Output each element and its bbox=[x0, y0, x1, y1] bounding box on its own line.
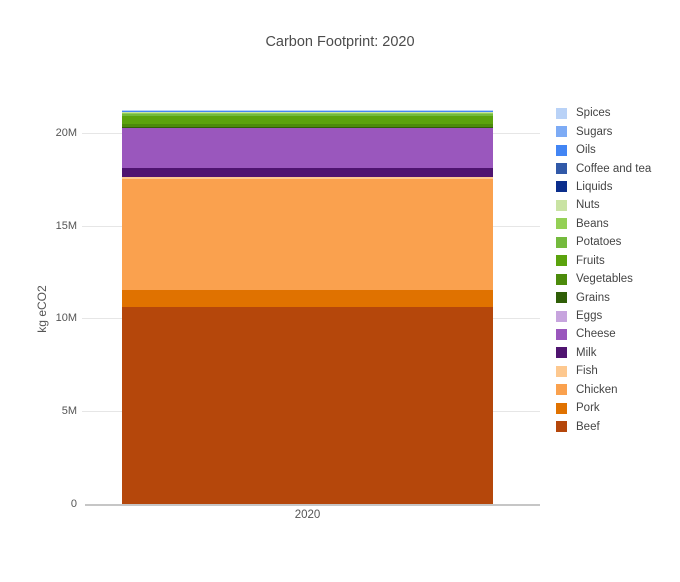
legend-label: Potatoes bbox=[576, 236, 622, 249]
legend-item-cheese[interactable]: Cheese bbox=[556, 325, 651, 343]
legend-item-sugars[interactable]: Sugars bbox=[556, 122, 651, 140]
bar-segment-beef[interactable] bbox=[122, 307, 493, 504]
legend-label: Spices bbox=[576, 107, 611, 120]
legend-item-liquids[interactable]: Liquids bbox=[556, 178, 651, 196]
legend-item-fish[interactable]: Fish bbox=[556, 362, 651, 380]
legend-item-grains[interactable]: Grains bbox=[556, 288, 651, 306]
legend-swatch-icon bbox=[556, 421, 567, 433]
legend-label: Beans bbox=[576, 217, 609, 230]
legend-swatch-icon bbox=[556, 384, 567, 396]
legend-item-coffee-and-tea[interactable]: Coffee and tea bbox=[556, 159, 651, 177]
legend-item-milk[interactable]: Milk bbox=[556, 344, 651, 362]
chart-title: Carbon Footprint: 2020 bbox=[265, 34, 415, 50]
legend-swatch-icon bbox=[556, 107, 567, 119]
legend-label: Vegetables bbox=[576, 273, 633, 286]
legend-label: Chicken bbox=[576, 383, 618, 396]
y-axis-title: kg eCO2 bbox=[35, 285, 49, 333]
legend-item-beef[interactable]: Beef bbox=[556, 417, 651, 435]
legend-swatch-icon bbox=[556, 347, 567, 359]
legend-item-pork[interactable]: Pork bbox=[556, 399, 651, 417]
bar-segment-cheese[interactable] bbox=[122, 127, 493, 169]
x-tick-label: 2020 bbox=[294, 509, 321, 521]
legend-label: Coffee and tea bbox=[576, 162, 652, 175]
bar-segment-milk[interactable] bbox=[122, 168, 493, 177]
bar-segment-potatoes[interactable] bbox=[122, 114, 493, 116]
y-tick-label: 20M bbox=[55, 126, 77, 139]
legend-swatch-icon bbox=[556, 199, 567, 211]
legend-item-fruits[interactable]: Fruits bbox=[556, 252, 651, 270]
legend-swatch-icon bbox=[556, 273, 567, 285]
legend-label: Nuts bbox=[576, 199, 600, 212]
legend-item-beans[interactable]: Beans bbox=[556, 215, 651, 233]
legend-label: Oils bbox=[576, 144, 596, 157]
legend-swatch-icon bbox=[556, 144, 567, 156]
legend-label: Fruits bbox=[576, 254, 605, 267]
bar-segment-eggs[interactable] bbox=[122, 127, 493, 128]
bar-segment-nuts[interactable] bbox=[122, 111, 493, 114]
legend-item-oils[interactable]: Oils bbox=[556, 141, 651, 159]
legend-item-nuts[interactable]: Nuts bbox=[556, 196, 651, 214]
bar-segment-vegetables[interactable] bbox=[122, 123, 493, 127]
legend-swatch-icon bbox=[556, 292, 567, 304]
legend-item-vegetables[interactable]: Vegetables bbox=[556, 270, 651, 288]
legend-swatch-icon bbox=[556, 365, 567, 377]
legend-item-spices[interactable]: Spices bbox=[556, 104, 651, 122]
plot-area bbox=[82, 90, 540, 506]
legend-label: Eggs bbox=[576, 310, 603, 323]
legend-swatch-icon bbox=[556, 310, 567, 322]
bar-segment-beans[interactable] bbox=[122, 113, 493, 115]
legend-item-chicken[interactable]: Chicken bbox=[556, 381, 651, 399]
y-tick-label: 5M bbox=[61, 405, 77, 418]
stacked-bar[interactable] bbox=[122, 90, 493, 504]
y-tick-label: 0 bbox=[70, 498, 77, 510]
legend-label: Sugars bbox=[576, 125, 613, 138]
legend-label: Liquids bbox=[576, 180, 613, 193]
legend-item-potatoes[interactable]: Potatoes bbox=[556, 233, 651, 251]
bar-segment-fish[interactable] bbox=[122, 176, 493, 180]
legend: Spices Sugars Oils Coffee and tea Liquids Nut… bbox=[556, 104, 651, 436]
legend-swatch-icon bbox=[556, 181, 567, 193]
legend-item-eggs[interactable]: Eggs bbox=[556, 307, 651, 325]
legend-label: Milk bbox=[576, 346, 597, 359]
legend-swatch-icon bbox=[556, 402, 567, 414]
legend-swatch-icon bbox=[556, 218, 567, 230]
legend-label: Grains bbox=[576, 291, 610, 304]
y-tick-label: 10M bbox=[55, 312, 77, 325]
legend-label: Cheese bbox=[576, 328, 616, 341]
legend-swatch-icon bbox=[556, 328, 567, 340]
bar-segment-chicken[interactable] bbox=[122, 179, 493, 290]
y-tick-label: 15M bbox=[55, 219, 77, 232]
legend-label: Pork bbox=[576, 402, 600, 415]
legend-swatch-icon bbox=[556, 236, 567, 248]
legend-swatch-icon bbox=[556, 255, 567, 267]
legend-label: Fish bbox=[576, 365, 598, 378]
legend-label: Beef bbox=[576, 420, 600, 433]
bar-segment-fruits[interactable] bbox=[122, 115, 493, 124]
bar-segment-pork[interactable] bbox=[122, 289, 493, 308]
bar-segment-grains[interactable] bbox=[122, 126, 493, 128]
legend-swatch-icon bbox=[556, 163, 567, 175]
legend-swatch-icon bbox=[556, 126, 567, 138]
